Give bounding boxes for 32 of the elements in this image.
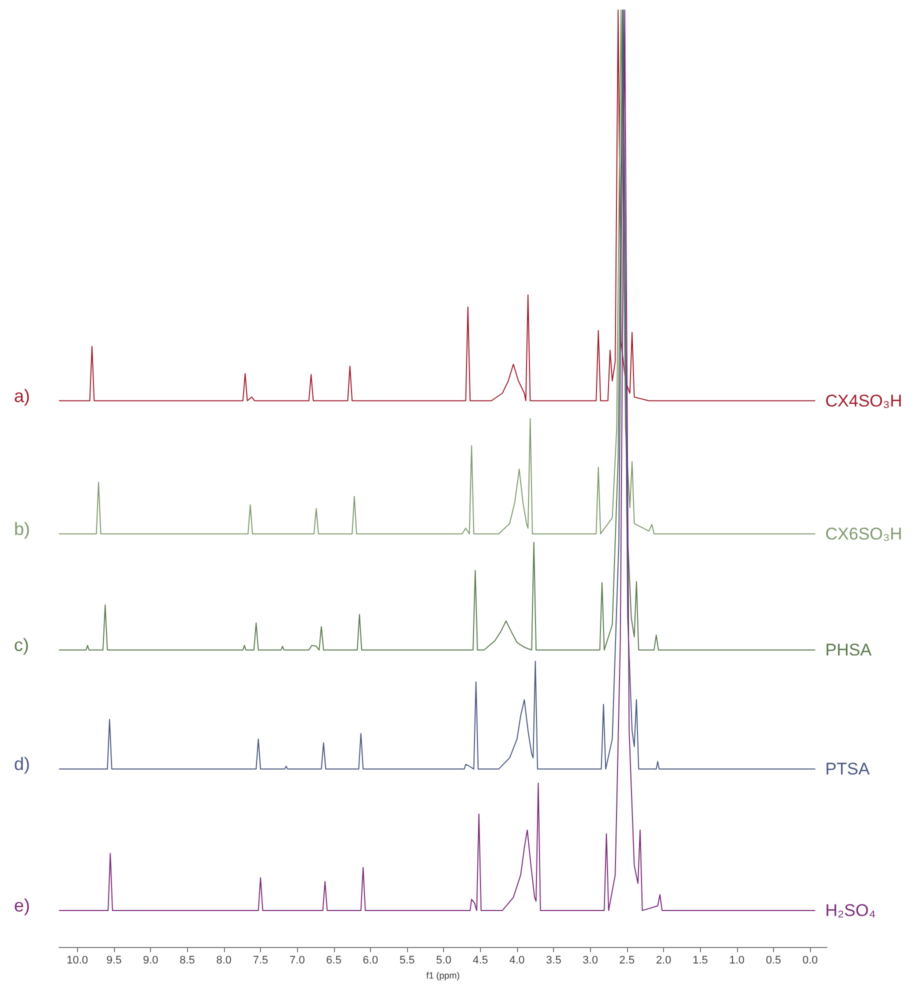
x-tick-label: 5.0 (436, 954, 452, 967)
text: e) (14, 896, 30, 916)
x-tick-label: 6.0 (362, 954, 378, 967)
x-tick-label: 8.5 (180, 954, 195, 967)
x-tick-label: 2.5 (619, 954, 635, 967)
x-tick-label: 0.0 (802, 954, 818, 967)
x-tick-label: 7.5 (252, 954, 268, 967)
x-tick-label: 3.5 (546, 954, 562, 967)
x-tick-label: 5.5 (399, 954, 415, 967)
series-label: PHSA (825, 640, 872, 660)
x-tick-label: 4.0 (509, 954, 525, 967)
text: b) (14, 518, 30, 539)
x-tick-label: 1.0 (729, 954, 745, 967)
series-label: CX4SO₃H (825, 391, 902, 410)
x-tick-label: 7.0 (290, 954, 305, 967)
x-tick-label: 3.0 (582, 954, 598, 967)
x-axis-title: f1 (ppm) (426, 970, 460, 980)
series-label: H₂SO₄ (825, 901, 876, 920)
x-tick-label: 10.0 (66, 954, 88, 967)
series-label: CX6SO₃H (825, 524, 902, 544)
text: c) (14, 635, 29, 656)
x-tick-label: 0.5 (766, 954, 782, 967)
series-label: PTSA (825, 760, 870, 779)
x-tick-label: 6.5 (326, 954, 342, 967)
x-tick-label: 8.0 (216, 954, 232, 967)
x-tick-label: 2.0 (656, 954, 672, 967)
text: a) (14, 386, 30, 406)
x-tick-label: 9.0 (142, 954, 158, 967)
x-tick-label: 4.5 (472, 954, 488, 967)
x-tick-label: 9.5 (106, 954, 122, 967)
x-tick-label: 1.5 (692, 954, 708, 967)
text: d) (14, 754, 30, 774)
